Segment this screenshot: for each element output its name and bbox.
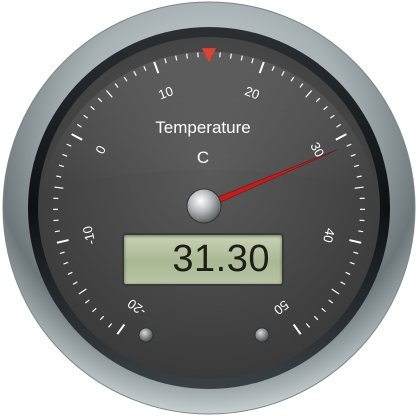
minor-tick <box>58 164 64 168</box>
minor-tick <box>356 175 362 178</box>
minor-tick <box>350 153 356 157</box>
minor-tick <box>340 281 346 285</box>
scale-ticks <box>53 52 365 335</box>
minor-tick <box>164 58 167 64</box>
minor-tick <box>114 83 119 88</box>
minor-tick <box>108 323 113 328</box>
minor-tick <box>271 66 275 72</box>
minor-tick <box>84 299 90 304</box>
reference-marker-icon <box>201 48 217 62</box>
minor-tick <box>67 271 73 275</box>
minor-tick <box>54 186 64 189</box>
minor-tick <box>76 123 82 128</box>
dial-gloss <box>42 51 376 190</box>
minor-tick <box>59 251 65 255</box>
minor-tick <box>105 90 113 98</box>
minor-tick <box>315 97 321 103</box>
minor-tick <box>99 315 105 321</box>
major-tick <box>349 239 362 244</box>
tick-label: 10 <box>156 83 175 102</box>
gauge-unit: C <box>197 148 209 167</box>
major-tick <box>335 133 347 141</box>
minor-tick <box>251 58 254 64</box>
minor-tick <box>62 153 68 157</box>
gauge-title: Temperature <box>155 118 250 137</box>
minor-tick <box>175 55 178 61</box>
major-tick <box>71 133 83 141</box>
major-tick <box>292 323 302 335</box>
tick-label: 30 <box>307 140 327 160</box>
major-tick <box>116 323 126 335</box>
minor-tick <box>353 251 359 255</box>
minor-tick <box>290 76 295 82</box>
major-tick <box>153 61 160 74</box>
minor-tick <box>54 230 60 233</box>
minor-tick <box>323 105 328 111</box>
minor-tick <box>345 271 351 275</box>
minor-tick <box>330 114 335 119</box>
minor-tick <box>354 164 360 168</box>
minor-tick <box>240 55 243 61</box>
value-readout: 31.30 <box>172 238 270 280</box>
minor-tick <box>56 175 62 178</box>
minor-tick <box>83 114 88 119</box>
major-tick <box>258 61 265 74</box>
minor-tick <box>230 53 232 59</box>
minor-tick <box>321 307 326 313</box>
value-display: 31.30 <box>122 233 284 286</box>
minor-tick <box>97 97 103 103</box>
needle-hub <box>186 188 222 224</box>
minor-tick <box>305 90 313 98</box>
minor-tick <box>92 307 97 313</box>
screw-right-icon <box>254 327 270 343</box>
minor-tick <box>123 76 128 82</box>
minor-tick <box>133 71 137 76</box>
minor-tick <box>281 71 285 76</box>
minor-tick <box>354 186 364 189</box>
minor-tick <box>328 299 334 304</box>
minor-tick <box>336 123 342 128</box>
minor-tick <box>331 288 340 295</box>
minor-tick <box>349 261 355 265</box>
minor-tick <box>346 143 352 147</box>
minor-tick <box>299 83 304 88</box>
tick-label: -10 <box>80 225 99 247</box>
minor-tick <box>66 143 72 147</box>
minor-tick <box>186 53 188 59</box>
minor-tick <box>78 288 87 295</box>
minor-tick <box>313 315 319 321</box>
screw-left-icon <box>138 327 154 343</box>
minor-tick <box>305 323 310 328</box>
tick-label: 50 <box>271 297 292 318</box>
minor-tick <box>90 105 95 111</box>
major-tick <box>56 239 69 244</box>
tick-label: 40 <box>320 227 338 244</box>
minor-tick <box>72 281 78 285</box>
minor-tick <box>143 66 147 72</box>
minor-tick <box>358 230 364 233</box>
minor-tick <box>63 261 69 265</box>
tick-label: 20 <box>243 83 262 102</box>
